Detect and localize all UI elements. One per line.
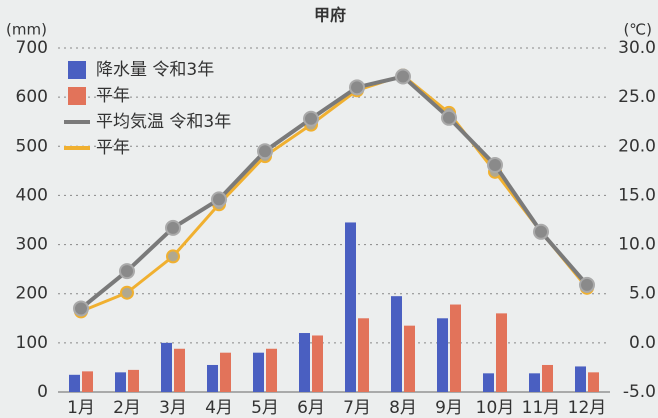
bar — [358, 318, 369, 392]
point — [441, 109, 457, 126]
bar — [404, 325, 415, 392]
point — [119, 263, 135, 280]
x-tick-label: 9月 — [435, 398, 463, 418]
bar — [69, 374, 80, 392]
chart-title: 甲府 — [314, 6, 346, 25]
point — [487, 156, 503, 173]
x-tick-label: 11月 — [522, 398, 561, 418]
bar — [161, 342, 172, 392]
point — [349, 79, 365, 96]
point — [73, 300, 89, 317]
bar — [483, 373, 494, 392]
bar — [207, 364, 218, 392]
y2-tick-label: 25.0 — [618, 87, 656, 107]
bar — [266, 348, 277, 392]
y2-tick-label: 5.0 — [629, 284, 656, 304]
y2-tick-label: 0.0 — [629, 333, 656, 353]
y-tick-label: 400 — [16, 185, 48, 205]
bar — [345, 222, 356, 392]
line — [79, 74, 589, 311]
bar — [253, 352, 264, 392]
legend-swatch — [68, 61, 86, 79]
bar — [529, 373, 540, 392]
x-tick-label: 3月 — [159, 398, 187, 418]
bar — [299, 333, 310, 392]
y-tick-label: 600 — [16, 87, 48, 107]
bar — [391, 296, 402, 392]
point — [303, 110, 319, 127]
bar — [496, 313, 507, 392]
y2-tick-label: -5.0 — [623, 382, 656, 402]
legend-label: 平年 — [96, 138, 130, 158]
y2-axis-label: (℃) — [623, 21, 652, 39]
bar — [82, 371, 93, 392]
x-tick-label: 1月 — [67, 398, 95, 418]
y-tick-label: 100 — [16, 333, 48, 353]
bar — [588, 372, 599, 392]
point — [533, 223, 549, 240]
bar — [128, 369, 139, 392]
y2-tick-label: 10.0 — [618, 235, 656, 255]
y-tick-label: 0 — [37, 382, 48, 402]
bar — [115, 372, 126, 392]
x-tick-label: 5月 — [251, 398, 279, 418]
x-tick-label: 4月 — [205, 398, 233, 418]
bar — [437, 318, 448, 392]
bar — [575, 366, 586, 392]
y2-tick-label: 20.0 — [618, 136, 656, 156]
x-tick-label: 2月 — [113, 398, 141, 418]
legend-label: 降水量 令和3年 — [96, 60, 214, 80]
y2-tick-label: 30.0 — [618, 38, 656, 58]
x-tick-label: 6月 — [297, 398, 325, 418]
legend-swatch — [68, 87, 86, 105]
bar — [220, 352, 231, 392]
y-tick-label: 200 — [16, 284, 48, 304]
point — [395, 68, 411, 85]
bar — [450, 304, 461, 392]
x-tick-label: 10月 — [476, 398, 515, 418]
y-tick-label: 500 — [16, 136, 48, 156]
bar — [312, 335, 323, 392]
point — [579, 276, 595, 293]
y2-tick-label: 15.0 — [618, 185, 656, 205]
bar — [542, 364, 553, 392]
line — [80, 73, 589, 313]
point — [165, 219, 181, 236]
x-tick-label: 8月 — [389, 398, 417, 418]
legend-label: 平年 — [96, 86, 130, 106]
point — [166, 249, 180, 264]
point — [257, 143, 273, 160]
x-tick-label: 7月 — [343, 398, 371, 418]
point — [211, 191, 227, 208]
y-axis-label: (mm) — [6, 21, 47, 39]
point — [120, 285, 134, 300]
y-tick-label: 700 — [16, 38, 48, 58]
bar — [174, 348, 185, 392]
legend-label: 平均気温 令和3年 — [96, 112, 231, 132]
x-tick-label: 12月 — [568, 398, 607, 418]
y-tick-label: 300 — [16, 235, 48, 255]
